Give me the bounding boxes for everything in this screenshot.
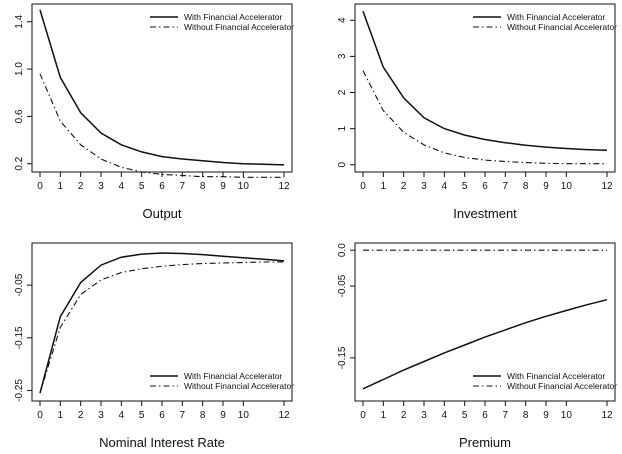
legend-label: Without Financial Accelerator xyxy=(507,22,617,32)
x-tick-label: 6 xyxy=(482,410,488,421)
x-tick-label: 12 xyxy=(278,410,290,421)
y-tick-label: -0.25 xyxy=(14,379,25,402)
y-tick-label: -0.15 xyxy=(14,326,25,349)
x-tick-label: 7 xyxy=(180,410,186,421)
x-tick-label: 7 xyxy=(503,181,509,192)
x-tick-label: 10 xyxy=(561,181,573,192)
x-tick-label: 7 xyxy=(503,410,509,421)
x-tick-label: 2 xyxy=(78,181,84,192)
panel-1-title: Output xyxy=(142,206,181,221)
y-tick-label: 0.6 xyxy=(14,109,25,123)
x-tick-label: 2 xyxy=(78,410,84,421)
legend-label: With Financial Accelerator xyxy=(184,12,282,22)
x-tick-label: 1 xyxy=(58,181,64,192)
x-tick-label: 1 xyxy=(58,410,64,421)
x-tick-label: 8 xyxy=(523,410,529,421)
x-tick-label: 12 xyxy=(601,410,613,421)
y-tick-label: -0.15 xyxy=(337,346,348,369)
series-with-accelerator-line xyxy=(39,252,285,394)
x-tick-label: 3 xyxy=(421,410,427,421)
panel-3-title: Nominal Interest Rate xyxy=(99,435,225,450)
x-tick-label: 0 xyxy=(37,181,43,192)
x-tick-label: 8 xyxy=(200,410,206,421)
panel-1: 0 1 2 3 4 5 6 7 8 9 10 120.20.61.01.4 With Financial… xyxy=(14,3,294,221)
x-tick-label: 6 xyxy=(482,181,488,192)
x-tick-label: 8 xyxy=(523,181,529,192)
x-tick-label: 2 xyxy=(401,410,407,421)
x-tick-label: 10 xyxy=(561,410,573,421)
y-tick-label: -0.05 xyxy=(337,274,348,297)
x-tick-label: 3 xyxy=(421,181,427,192)
x-tick-label: 12 xyxy=(278,181,290,192)
x-tick-label: 9 xyxy=(220,410,226,421)
y-tick-label: 1.0 xyxy=(14,62,25,76)
x-tick-label: 0 xyxy=(37,410,43,421)
y-tick-label: 1.4 xyxy=(14,14,25,28)
legend-label: With Financial Accelerator xyxy=(507,12,605,22)
x-tick-label: 9 xyxy=(220,181,226,192)
x-tick-label: 4 xyxy=(119,410,125,421)
y-tick-label: 0.0 xyxy=(337,243,348,257)
series-with-accelerator-line xyxy=(362,298,608,390)
y-tick-label: 1 xyxy=(337,125,348,131)
legend-label: Without Financial Accelerator xyxy=(184,22,294,32)
x-tick-label: 4 xyxy=(119,181,125,192)
y-tick-label: 0 xyxy=(337,162,348,168)
x-tick-label: 10 xyxy=(238,410,250,421)
x-tick-label: 1 xyxy=(381,410,387,421)
x-tick-label: 0 xyxy=(360,181,366,192)
x-tick-label: 4 xyxy=(442,410,448,421)
x-tick-label: 6 xyxy=(159,181,165,192)
panel-4-title: Premium xyxy=(459,435,511,450)
x-tick-label: 10 xyxy=(238,181,250,192)
y-tick-label: 3 xyxy=(337,53,348,59)
x-tick-label: 5 xyxy=(139,181,145,192)
x-tick-label: 5 xyxy=(462,410,468,421)
legend-label: With Financial Accelerator xyxy=(184,371,282,381)
y-tick-label: 2 xyxy=(337,89,348,95)
x-tick-label: 3 xyxy=(98,410,104,421)
panel-2-title: Investment xyxy=(453,206,517,221)
y-tick-label: -0.05 xyxy=(14,273,25,296)
x-tick-label: 12 xyxy=(601,181,613,192)
series-without-accelerator-line xyxy=(362,70,607,165)
x-tick-label: 3 xyxy=(98,181,104,192)
y-tick-label: 0.2 xyxy=(14,156,25,170)
x-tick-label: 9 xyxy=(543,410,549,421)
x-tick-label: 9 xyxy=(543,181,549,192)
x-tick-label: 6 xyxy=(159,410,165,421)
x-tick-label: 1 xyxy=(381,181,387,192)
y-tick-label: 4 xyxy=(337,17,348,23)
x-tick-label: 4 xyxy=(442,181,448,192)
series-without-accelerator-line xyxy=(39,73,284,178)
x-tick-label: 5 xyxy=(462,181,468,192)
x-tick-label: 2 xyxy=(401,181,407,192)
series-with-accelerator-line xyxy=(362,10,608,152)
legend-label: Without Financial Accelerator xyxy=(184,381,294,391)
x-tick-label: 0 xyxy=(360,410,366,421)
x-tick-label: 7 xyxy=(180,181,186,192)
legend-label: With Financial Accelerator xyxy=(507,371,605,381)
x-tick-label: 5 xyxy=(139,410,145,421)
x-tick-label: 8 xyxy=(200,181,206,192)
series-with-accelerator-line xyxy=(39,9,285,166)
legend-label: Without Financial Accelerator xyxy=(507,381,617,391)
